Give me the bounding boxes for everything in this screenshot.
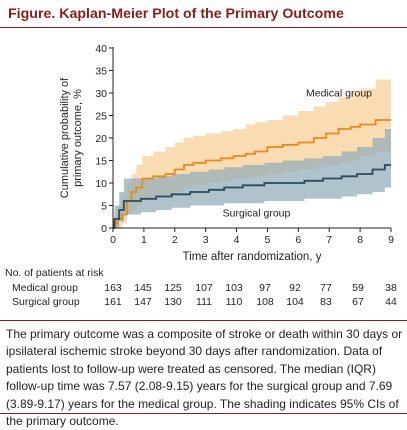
y-tick-label: 25 <box>95 110 107 122</box>
y-tick-label: 20 <box>95 133 107 145</box>
surgical-group-km-line <box>113 164 391 229</box>
y-axis-label-line-2: primary outcome, % <box>72 89 84 187</box>
kaplan-meier-chart: 0 5 10 15 20 25 30 35 40 0 1 2 3 4 5 6 7 8 9 Cumulative pr… <box>59 43 394 263</box>
x-tick-label: 7 <box>326 234 332 246</box>
risk-cell: 111 <box>196 296 212 308</box>
y-axis-label-line-1: Cumulative probability of <box>59 77 71 198</box>
y-tick-label: 35 <box>95 65 107 77</box>
risk-cell: 59 <box>352 282 364 294</box>
y-tick-label: 15 <box>95 155 107 167</box>
annotation-surgical-group: Surgical group <box>223 207 291 219</box>
x-tick-label: 0 <box>110 234 116 246</box>
surgical-group-ci-band <box>113 129 391 228</box>
risk-cell: 107 <box>195 282 213 294</box>
y-tick-label: 30 <box>95 88 107 100</box>
y-tick-label: 5 <box>101 200 107 212</box>
risk-cell: 38 <box>385 282 397 294</box>
y-tick-label: 0 <box>101 223 107 235</box>
risk-cell: 163 <box>104 282 122 294</box>
risk-cell: 67 <box>352 296 364 308</box>
risk-cell: 77 <box>320 282 332 294</box>
annotation-medical-group: Medical group <box>306 88 372 100</box>
x-tick-label: 5 <box>265 234 271 246</box>
risk-cell: 130 <box>164 296 182 308</box>
risk-cell: 145 <box>134 282 152 294</box>
risk-row-medical: Medical group 163 145 125 107 103 97 92 … <box>0 282 407 296</box>
x-tick-label: 3 <box>203 234 209 246</box>
risk-cell: 125 <box>164 282 182 294</box>
x-tick-label: 4 <box>234 234 240 246</box>
x-tick-label: 6 <box>295 234 301 246</box>
risk-cell: 110 <box>225 296 243 308</box>
risk-row-surgical: Surgical group 161 147 130 111 110 108 1… <box>0 296 407 310</box>
y-tick-label: 40 <box>95 43 107 55</box>
risk-cell: 104 <box>286 296 304 308</box>
figure-title: Figure. Kaplan-Meier Plot of the Primary… <box>8 6 344 22</box>
risk-cell: 103 <box>225 282 243 294</box>
x-tick-label: 9 <box>388 234 394 246</box>
risk-cell: 161 <box>104 296 122 308</box>
risk-cell: 147 <box>134 296 152 308</box>
x-tick-label: 2 <box>172 234 178 246</box>
risk-cell: 92 <box>289 282 301 294</box>
risk-table-header: No. of patients at risk <box>5 267 104 279</box>
y-tick-label: 10 <box>95 178 107 190</box>
table-divider <box>0 320 407 321</box>
x-tick-label: 1 <box>141 234 147 246</box>
caption-divider <box>0 413 407 414</box>
risk-cell: 108 <box>256 296 274 308</box>
risk-row-label: Surgical group <box>12 296 80 308</box>
risk-table: No. of patients at risk Medical group 16… <box>0 265 407 320</box>
risk-row-label: Medical group <box>12 282 78 294</box>
risk-cell: 83 <box>320 296 332 308</box>
x-axis-label: Time after randomization, y <box>183 251 322 263</box>
x-tick-label: 8 <box>357 234 363 246</box>
figure-caption: The primary outcome was a composite of s… <box>6 327 403 429</box>
risk-cell: 97 <box>259 282 271 294</box>
risk-cell: 44 <box>385 296 397 308</box>
title-divider <box>0 27 407 28</box>
